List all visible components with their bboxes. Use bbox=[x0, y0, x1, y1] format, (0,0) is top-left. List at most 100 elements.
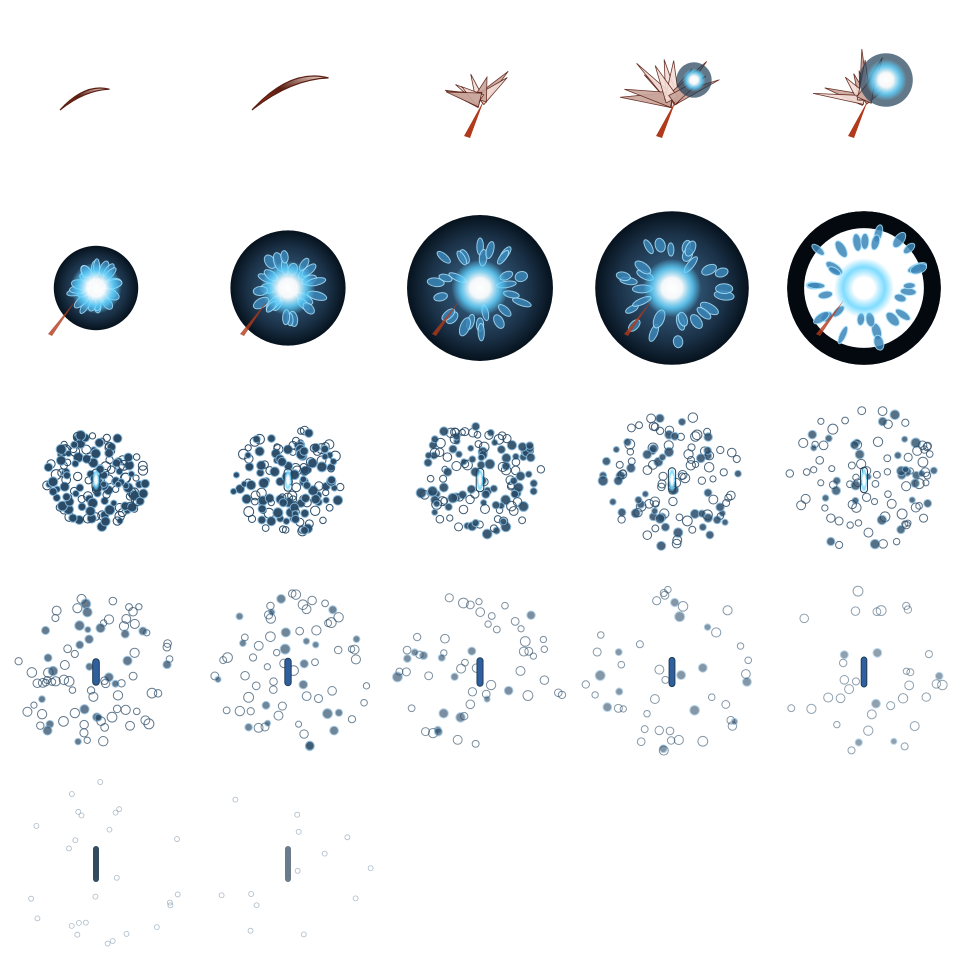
ice-particle bbox=[886, 701, 896, 711]
ice-particle bbox=[272, 648, 281, 657]
ice-particle bbox=[309, 443, 319, 453]
ice-particle bbox=[253, 722, 264, 733]
ice-particle bbox=[88, 691, 99, 702]
ice-particle bbox=[478, 441, 490, 453]
ice-particle bbox=[529, 479, 538, 488]
ice-particle bbox=[652, 500, 660, 508]
ice-particle bbox=[658, 471, 668, 481]
ice-particle bbox=[452, 734, 463, 745]
ice-particle bbox=[312, 641, 320, 649]
ice-particle bbox=[626, 463, 636, 474]
ice-particle bbox=[476, 460, 486, 470]
ice-particle bbox=[672, 527, 684, 538]
ice-particle bbox=[72, 603, 83, 614]
ice-particle bbox=[473, 430, 482, 439]
ice-particle bbox=[272, 507, 284, 519]
ice-particle bbox=[249, 436, 260, 447]
ice-particle bbox=[806, 703, 817, 714]
ice-particle bbox=[51, 605, 62, 616]
ice-particle bbox=[123, 452, 134, 463]
crystal-petal bbox=[811, 243, 825, 256]
ice-particle bbox=[708, 494, 719, 505]
ice-particle bbox=[263, 610, 274, 620]
ice-particle bbox=[299, 729, 309, 739]
sprite-frame bbox=[192, 192, 384, 384]
ice-particle bbox=[491, 439, 499, 447]
crystal-petal bbox=[615, 271, 631, 282]
ice-particle bbox=[36, 721, 45, 730]
fading-particles bbox=[28, 779, 181, 947]
ice-particle bbox=[138, 488, 149, 499]
ice-particle bbox=[886, 498, 897, 509]
ice-particle bbox=[601, 456, 611, 466]
crystal-scatter bbox=[229, 425, 345, 537]
ice-particle bbox=[663, 440, 674, 451]
ice-particle bbox=[652, 596, 662, 606]
ice-particle bbox=[126, 502, 138, 513]
ice-shard-core bbox=[285, 846, 291, 882]
ice-particle bbox=[466, 484, 476, 494]
ice-particle bbox=[114, 480, 122, 488]
ice-particle bbox=[174, 836, 180, 842]
sprite-frame bbox=[576, 576, 768, 768]
ice-particle bbox=[672, 535, 683, 546]
ice-particle bbox=[58, 674, 70, 686]
ice-particle bbox=[166, 899, 173, 906]
ice-particle bbox=[703, 446, 712, 455]
ice-particle bbox=[529, 487, 538, 496]
ice-particle bbox=[267, 498, 275, 507]
ice-particle bbox=[732, 454, 741, 464]
ice-particle bbox=[904, 519, 912, 527]
ice-particle bbox=[451, 427, 460, 436]
ice-particle bbox=[412, 632, 422, 642]
ice-particle bbox=[512, 497, 523, 507]
ice-particle bbox=[298, 679, 309, 690]
ice-particle bbox=[55, 455, 67, 466]
ice-particle bbox=[248, 653, 258, 662]
ice-particle bbox=[260, 460, 269, 469]
ice-particle bbox=[517, 441, 528, 452]
ice-particle bbox=[75, 640, 85, 650]
ice-particle bbox=[395, 667, 404, 676]
ice-particle bbox=[290, 589, 302, 600]
ice-particle bbox=[311, 658, 319, 667]
ice-particle bbox=[540, 645, 549, 653]
ice-particle bbox=[73, 471, 83, 482]
ice-particle bbox=[439, 474, 448, 483]
sprite-frame bbox=[384, 576, 576, 768]
ice-particle bbox=[431, 508, 439, 516]
ice-particle bbox=[872, 436, 884, 447]
ice-particle bbox=[94, 437, 105, 448]
crystal-scatter bbox=[210, 589, 371, 752]
ice-particle bbox=[435, 514, 445, 524]
ice-particle bbox=[115, 467, 124, 476]
ice-particle bbox=[654, 725, 664, 736]
ice-particle bbox=[69, 707, 80, 719]
ice-particle bbox=[461, 658, 469, 667]
energy-orb-core bbox=[865, 59, 907, 101]
crystal-petal bbox=[643, 239, 654, 255]
sprite-frame bbox=[192, 576, 384, 768]
ice-particle bbox=[282, 517, 291, 525]
ice-particle bbox=[114, 510, 125, 522]
ice-particle bbox=[140, 715, 151, 726]
ice-particle bbox=[344, 834, 351, 841]
ice-particle bbox=[924, 650, 933, 659]
ice-particle bbox=[484, 620, 492, 628]
ice-particle bbox=[920, 467, 931, 478]
ice-particle bbox=[446, 514, 454, 522]
ice-particle bbox=[909, 721, 920, 732]
ice-particle bbox=[642, 530, 653, 540]
ice-particle bbox=[612, 445, 620, 454]
ice-particle bbox=[465, 699, 476, 710]
ice-particle bbox=[876, 514, 888, 526]
ice-particle bbox=[908, 496, 916, 504]
ice-particle bbox=[800, 493, 811, 504]
ice-particle bbox=[872, 647, 883, 658]
ice-particle bbox=[438, 482, 449, 493]
ice-particle bbox=[62, 492, 71, 502]
ice-particle bbox=[232, 796, 239, 803]
ice-particle bbox=[716, 445, 725, 455]
ice-particle bbox=[269, 685, 278, 694]
ice-particle bbox=[475, 598, 483, 606]
